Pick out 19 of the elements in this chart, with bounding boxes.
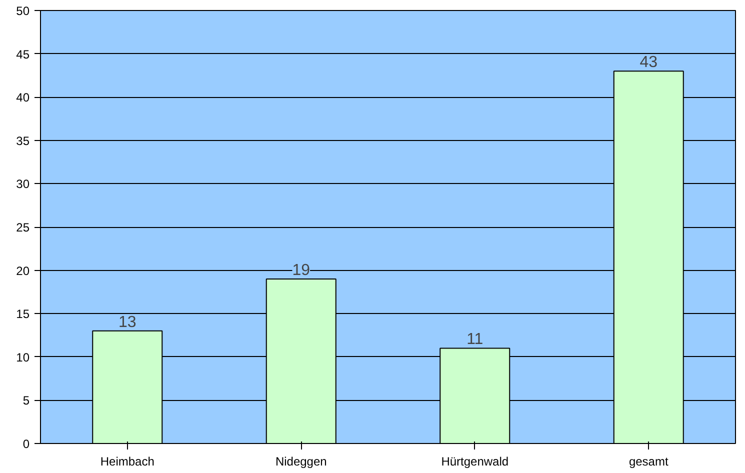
x-tick-label: Nideggen — [275, 454, 327, 468]
data-label: 11 — [466, 331, 484, 348]
y-tick-label: 0 — [22, 437, 30, 451]
y-tick-label: 15 — [16, 307, 30, 322]
y-tick-label: 30 — [16, 177, 30, 192]
y-tick-label: 5 — [22, 394, 30, 408]
x-tick-label: gesamt — [628, 454, 669, 468]
y-tick-label: 45 — [16, 47, 30, 62]
data-label: 43 — [640, 54, 658, 72]
y-tick-label: 25 — [16, 220, 30, 234]
data-label: 13 — [118, 314, 136, 331]
x-tick-label: Heimbach — [100, 454, 154, 468]
y-tick-label: 50 — [16, 4, 30, 18]
y-tick-label: 40 — [16, 90, 30, 105]
data-label: 19 — [292, 262, 310, 279]
x-tick-label: Hürtgenwald — [441, 454, 509, 468]
y-tick-label: 35 — [16, 134, 30, 148]
y-tick-label: 10 — [16, 350, 30, 364]
y-tick-label: 20 — [16, 264, 30, 278]
